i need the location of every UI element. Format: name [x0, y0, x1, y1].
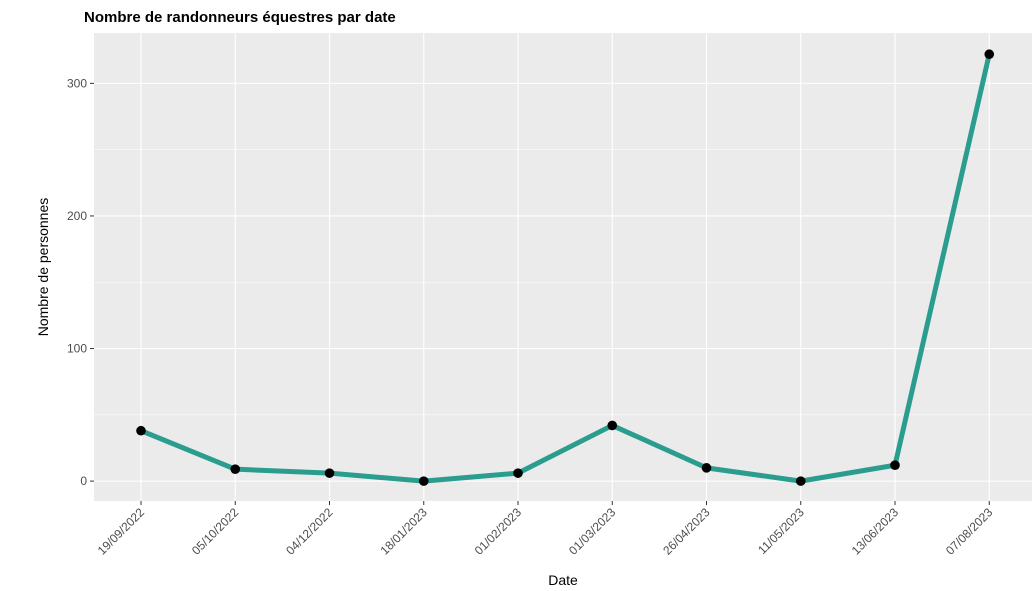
y-axis-title: Nombre de personnes — [35, 198, 51, 337]
data-point — [890, 460, 900, 471]
chart-title: Nombre de randonneurs équestres par date — [84, 9, 396, 26]
data-point — [418, 476, 429, 486]
data-point — [607, 420, 618, 431]
x-axis-title: Date — [548, 572, 578, 588]
y-tick-label: 300 — [67, 76, 87, 90]
major-gridlines — [94, 33, 1032, 501]
x-tick-label: 05/10/2022 — [189, 505, 242, 558]
x-tick-label: 01/02/2023 — [472, 505, 525, 558]
x-tick-label: 18/01/2023 — [378, 505, 431, 558]
y-tick-label: 200 — [67, 209, 87, 223]
x-tick-label: 04/12/2022 — [283, 505, 336, 558]
x-tick-label: 11/05/2023 — [755, 505, 807, 557]
plot-panel — [94, 33, 1032, 501]
y-tick-label: 100 — [67, 342, 87, 356]
data-point — [984, 49, 995, 60]
data-point — [513, 468, 523, 478]
x-tick-label: 26/04/2023 — [660, 505, 713, 558]
minor-gridlines — [94, 149, 1032, 416]
x-axis: 19/09/2022 05/10/2022 04/12/2022 18/01/2023… — [95, 501, 996, 558]
data-point — [701, 463, 712, 473]
x-tick-label: 01/03/2023 — [566, 505, 619, 558]
series-line — [138, 51, 992, 484]
x-tick-label: 19/09/2022 — [95, 505, 148, 558]
y-tick-label: 0 — [80, 474, 87, 488]
series-layer — [136, 49, 995, 486]
x-tick-label: 07/08/2023 — [943, 505, 996, 558]
data-point — [795, 476, 806, 486]
y-axis: 0 100 200 300 — [67, 76, 94, 488]
x-tick-label: 13/06/2023 — [849, 505, 902, 558]
data-point — [324, 468, 335, 478]
data-point — [230, 464, 241, 474]
data-point — [136, 425, 146, 436]
